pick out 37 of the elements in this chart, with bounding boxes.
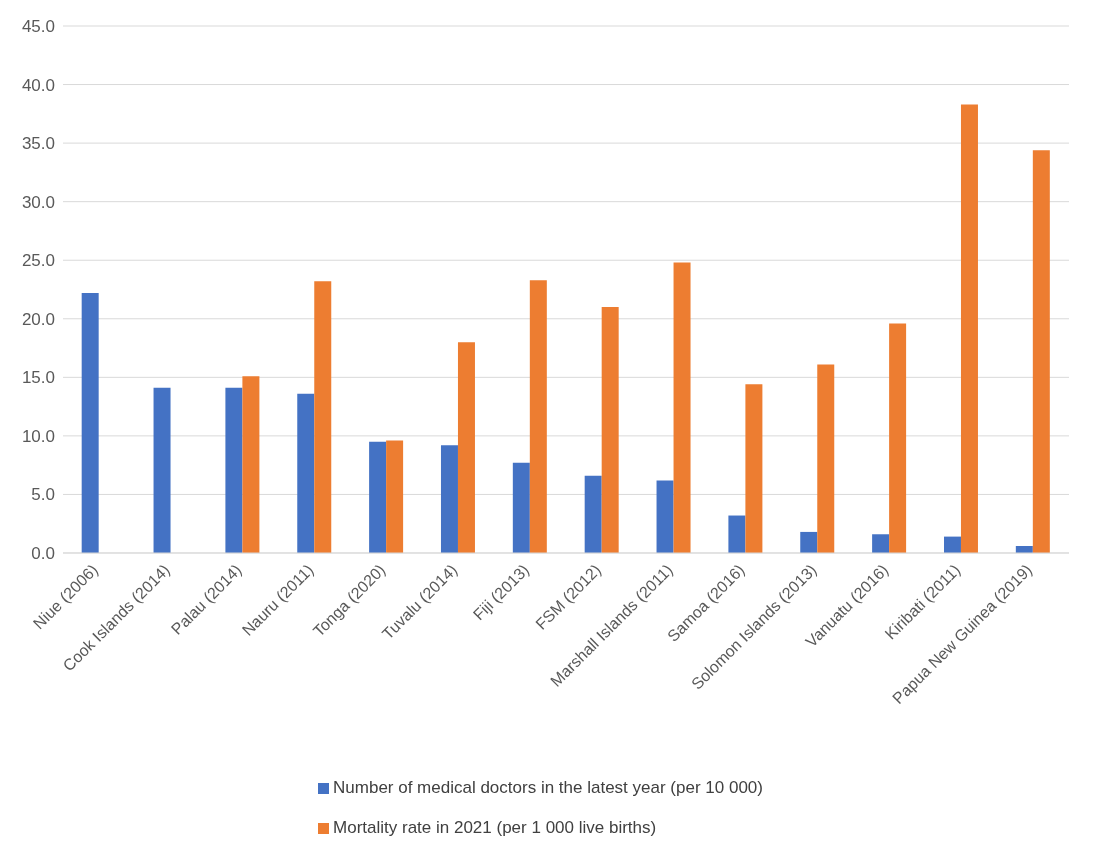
bar	[369, 441, 387, 553]
bar	[584, 475, 602, 553]
y-tick-label: 0.0	[31, 544, 55, 564]
bar	[440, 445, 458, 553]
bar	[817, 364, 835, 553]
bar	[81, 293, 99, 553]
bar	[745, 384, 763, 553]
bar	[529, 280, 547, 553]
bar	[673, 262, 691, 553]
legend-label: Number of medical doctors in the latest year (per 10 000)	[333, 778, 763, 797]
bar	[800, 531, 818, 553]
bar	[960, 104, 978, 553]
bar	[225, 387, 243, 553]
y-tick-label: 5.0	[31, 485, 55, 505]
y-tick-label: 35.0	[21, 134, 55, 154]
y-tick-label: 40.0	[21, 75, 55, 95]
bar	[943, 536, 961, 553]
bar	[872, 534, 890, 553]
y-tick-label: 25.0	[21, 251, 55, 271]
bar	[457, 342, 475, 553]
bar	[314, 281, 332, 553]
bar	[889, 323, 907, 553]
y-tick-label: 10.0	[21, 426, 55, 446]
bar	[512, 462, 530, 553]
bar	[297, 393, 315, 553]
bar	[386, 440, 404, 553]
bar	[728, 515, 746, 553]
bar	[153, 387, 171, 553]
bar	[601, 307, 619, 553]
bar	[242, 376, 260, 553]
bar	[1032, 150, 1050, 553]
y-tick-label: 20.0	[21, 309, 55, 329]
y-tick-label: 30.0	[21, 192, 55, 212]
legend-label: Mortality rate in 2021 (per 1 000 live births)	[333, 818, 657, 837]
bar	[656, 480, 674, 553]
y-tick-label: 45.0	[21, 17, 55, 37]
y-tick-label: 15.0	[21, 368, 55, 388]
